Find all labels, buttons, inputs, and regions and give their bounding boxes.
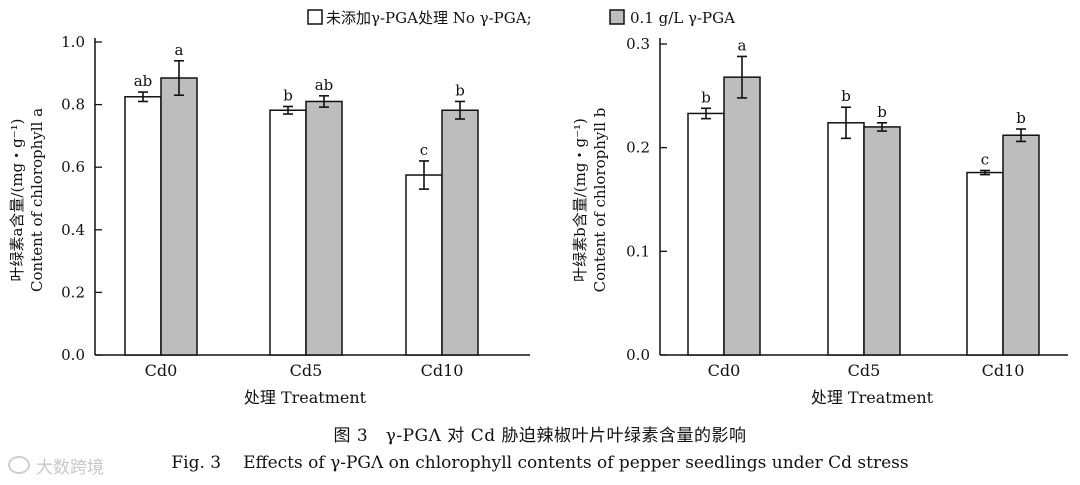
a-significance-label: b <box>283 86 293 104</box>
b-bar <box>687 112 725 356</box>
a-bar <box>160 77 198 356</box>
a-significance-label: a <box>175 41 184 59</box>
chart-a-ylabel-en: Content of chlorophyll a <box>28 108 46 292</box>
a-category-label: Cd0 <box>145 361 178 380</box>
figure-caption-en: Fig. 3 Effects of γ-PGΛ on chlorophyll co… <box>0 453 1080 473</box>
a-significance-label: c <box>420 141 428 159</box>
chart-chlorophyll-b: 0.0 0.1 0.2 0.3 b a b b c b Cd0 Cd5 Cd10 处理 Treatm… <box>571 35 1068 407</box>
a-ytick-label: 0.2 <box>61 283 85 301</box>
b-ytick-label: 0.0 <box>626 346 650 364</box>
a-significance-label: ab <box>134 72 153 90</box>
chart-b-xlabel: 处理 Treatment <box>811 388 934 407</box>
b-bar <box>723 76 761 356</box>
b-significance-label: c <box>981 150 989 168</box>
b-significance-label: b <box>1016 109 1026 127</box>
chart-b-ylabel-cn: 叶绿素b含量/(mg・g⁻¹) <box>571 118 589 282</box>
a-ytick-label: 0.6 <box>61 158 85 176</box>
figure-caption-text: Effects of γ-PGΛ on chlorophyll contents… <box>243 453 909 473</box>
chart-b-bars: b a b b c b <box>687 36 1040 356</box>
a-bar <box>124 96 162 356</box>
a-ytick-label: 0.4 <box>61 221 85 239</box>
a-significance-label: ab <box>315 76 334 94</box>
b-ytick-label: 0.2 <box>626 139 650 157</box>
b-bar <box>966 171 1004 356</box>
chart-a-xlabel: 处理 Treatment <box>244 388 367 407</box>
legend-label-pga: 0.1 g/L γ-PGA <box>630 9 735 27</box>
legend-swatch-pga <box>609 9 625 25</box>
b-significance-label: b <box>701 88 711 106</box>
b-bar <box>863 126 901 356</box>
b-significance-label: b <box>877 103 887 121</box>
a-bar <box>305 100 343 356</box>
chart-a-ylabel-cn: 叶绿素a含量/(mg・g⁻¹) <box>8 118 26 281</box>
b-category-label: Cd0 <box>708 361 741 380</box>
b-significance-label: a <box>738 36 747 54</box>
b-ytick-label: 0.1 <box>626 242 650 260</box>
a-significance-label: b <box>455 81 465 99</box>
chart-b-category-labels: Cd0 Cd5 Cd10 <box>708 361 1025 380</box>
b-category-label: Cd10 <box>982 361 1025 380</box>
legend-swatch-no-pga <box>307 9 323 25</box>
a-bar <box>269 109 307 356</box>
watermark-logo-icon <box>8 456 30 474</box>
watermark-text: 大数跨境 <box>36 457 104 478</box>
legend: 未添加γ-PGA处理 No γ-PGA; 0.1 g/L γ-PGA <box>307 9 735 27</box>
a-bar <box>405 174 443 356</box>
chart-a-ticks: 0.0 0.2 0.4 0.6 0.8 1.0 <box>61 33 443 364</box>
b-bar <box>827 122 865 356</box>
a-bar <box>441 109 479 356</box>
b-ytick-label: 0.3 <box>626 35 650 53</box>
a-ytick-label: 0.8 <box>61 96 85 114</box>
b-category-label: Cd5 <box>848 361 881 380</box>
legend-label-no-pga: 未添加γ-PGA处理 No γ-PGA; <box>326 9 532 27</box>
chart-b-ticks: 0.0 0.1 0.2 0.3 <box>626 35 1004 364</box>
figure-caption-cn: 图 3 γ-PGΛ 对 Cd 胁迫辣椒叶片叶绿素含量的影响 <box>333 426 747 446</box>
a-category-label: Cd5 <box>290 361 323 380</box>
b-significance-label: b <box>841 87 851 105</box>
a-category-label: Cd10 <box>421 361 464 380</box>
a-ytick-label: 0.0 <box>61 346 85 364</box>
figure-caption-label: Fig. 3 <box>171 453 222 473</box>
a-ytick-label: 1.0 <box>61 33 85 51</box>
chart-a-category-labels: Cd0 Cd5 Cd10 <box>145 361 464 380</box>
watermark: 大数跨境 <box>8 452 140 478</box>
b-bar <box>1002 134 1040 356</box>
chart-b-ylabel-en: Content of chlorophyll b <box>591 108 609 293</box>
